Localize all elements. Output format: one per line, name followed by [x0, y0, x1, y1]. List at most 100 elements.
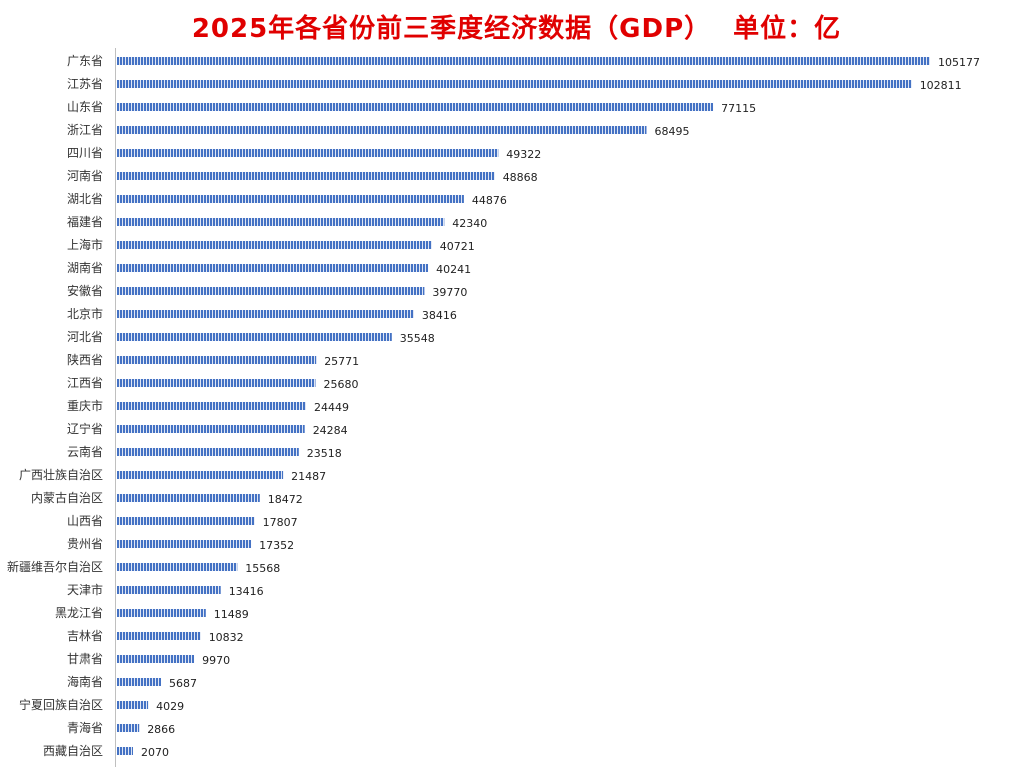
category-label: 湖南省 — [67, 260, 103, 275]
data-label: 35548 — [400, 332, 435, 345]
bar — [117, 310, 414, 318]
category-label: 甘肃省 — [67, 652, 103, 666]
data-label: 17807 — [263, 516, 298, 529]
chart-title: 2025年各省份前三季度经济数据（GDP） 单位：亿 — [0, 8, 1033, 45]
data-label: 4029 — [156, 700, 184, 713]
data-label: 5687 — [169, 677, 197, 690]
data-label: 24284 — [313, 424, 348, 437]
data-label: 40241 — [436, 263, 471, 276]
data-label: 21487 — [291, 470, 326, 483]
bars-group — [117, 57, 930, 755]
data-label: 13416 — [229, 585, 264, 598]
category-label: 新疆维吾尔自治区 — [7, 559, 103, 574]
category-label: 河南省 — [67, 168, 103, 183]
category-label: 重庆市 — [67, 398, 103, 413]
value-labels: 105177 102811 77115 68495 49322 48868 44876 423… — [141, 56, 980, 759]
bar — [117, 494, 260, 502]
chart-unit-label: 单位：亿 — [733, 14, 842, 44]
category-label: 浙江省 — [67, 123, 103, 137]
category-label: 宁夏回族自治区 — [19, 697, 103, 712]
bar — [117, 287, 425, 295]
data-label: 10832 — [209, 631, 244, 644]
data-label: 38416 — [422, 309, 457, 322]
bar — [117, 540, 252, 548]
data-label: 18472 — [268, 493, 303, 506]
bar — [117, 264, 429, 272]
category-label: 陕西省 — [67, 352, 103, 367]
bar — [117, 241, 432, 249]
bar — [117, 402, 306, 410]
data-label: 102811 — [920, 79, 962, 92]
data-label: 11489 — [214, 608, 249, 621]
bar — [117, 724, 140, 732]
category-label: 安徽省 — [67, 283, 103, 298]
bar — [117, 172, 495, 180]
category-label: 福建省 — [67, 214, 103, 229]
data-label: 44876 — [472, 194, 507, 207]
category-label: 黑龙江省 — [55, 606, 103, 620]
data-label: 40721 — [440, 240, 475, 253]
category-label: 山西省 — [67, 514, 103, 528]
bar — [117, 586, 221, 594]
bar — [117, 333, 392, 341]
category-labels: 广东省江苏省山东省浙江省四川省河南省湖北省福建省上海市湖南省安徽省北京市河北省陕… — [7, 54, 103, 758]
bar — [117, 701, 149, 709]
bar — [117, 356, 317, 364]
chart-title-text: 2025年各省份前三季度经济数据（GDP） — [191, 14, 712, 44]
data-label: 48868 — [503, 171, 538, 184]
bar — [117, 218, 445, 226]
category-label: 四川省 — [67, 146, 103, 160]
category-label: 江苏省 — [67, 77, 103, 91]
category-label: 青海省 — [67, 720, 103, 735]
bar — [117, 379, 316, 387]
bar — [117, 655, 195, 663]
data-label: 2866 — [147, 723, 175, 736]
data-label: 17352 — [259, 539, 294, 552]
bar — [117, 678, 161, 686]
category-label: 天津市 — [67, 582, 103, 597]
category-label: 云南省 — [67, 444, 103, 459]
bar — [117, 609, 206, 617]
data-label: 2070 — [141, 746, 169, 759]
category-label: 贵州省 — [67, 537, 103, 551]
data-label: 42340 — [452, 217, 487, 230]
category-label: 内蒙古自治区 — [31, 490, 103, 505]
data-label: 68495 — [655, 125, 690, 138]
category-label: 吉林省 — [67, 629, 103, 643]
data-label: 9970 — [202, 654, 230, 667]
bar — [117, 425, 305, 433]
data-label: 15568 — [245, 562, 280, 575]
category-label: 辽宁省 — [67, 421, 103, 436]
bar — [117, 80, 912, 88]
data-label: 39770 — [432, 286, 467, 299]
bar — [117, 195, 464, 203]
category-label: 湖北省 — [67, 191, 103, 206]
data-label: 105177 — [938, 56, 980, 69]
bar — [117, 471, 284, 479]
bar — [117, 126, 647, 134]
category-label: 西藏自治区 — [43, 744, 103, 758]
bar — [117, 149, 499, 157]
category-label: 上海市 — [67, 237, 103, 252]
bar — [117, 747, 133, 755]
bar — [117, 448, 299, 456]
category-label: 北京市 — [67, 306, 103, 321]
data-label: 77115 — [721, 102, 756, 115]
bar — [117, 57, 930, 65]
data-label: 25771 — [324, 355, 359, 368]
data-label: 49322 — [506, 148, 541, 161]
bar — [117, 563, 238, 571]
category-label: 河北省 — [67, 330, 103, 344]
bar — [117, 103, 714, 111]
category-label: 山东省 — [67, 100, 103, 114]
data-label: 24449 — [314, 401, 349, 414]
category-label: 江西省 — [67, 376, 103, 390]
bar — [117, 517, 255, 525]
data-label: 25680 — [324, 378, 359, 391]
category-label: 海南省 — [67, 674, 103, 689]
category-label: 广西壮族自治区 — [19, 468, 103, 482]
category-label: 广东省 — [67, 54, 103, 68]
data-label: 23518 — [307, 447, 342, 460]
bar — [117, 632, 201, 640]
